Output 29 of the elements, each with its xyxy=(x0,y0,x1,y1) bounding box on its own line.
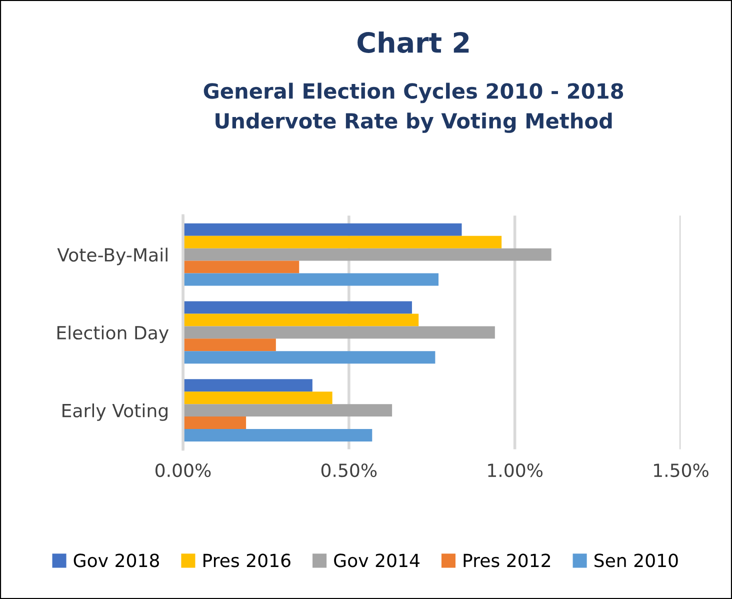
bar xyxy=(183,260,300,274)
x-tick-label: 0.00% xyxy=(156,463,211,478)
y-tick-label: Early Voting xyxy=(62,403,168,421)
x-tick-label: 0.50% xyxy=(321,463,377,478)
legend-label: Sen 2010 xyxy=(594,554,678,568)
bar xyxy=(183,338,276,352)
bar xyxy=(183,429,372,442)
legend-label: Pres 2016 xyxy=(204,554,290,568)
bar xyxy=(183,379,312,392)
bar xyxy=(183,223,462,236)
legend-label: Pres 2012 xyxy=(464,554,550,568)
bar xyxy=(183,314,419,326)
legend-label: Gov 2018 xyxy=(74,554,159,568)
y-tick-label: Vote-By-Mail xyxy=(57,248,168,266)
bar xyxy=(183,404,392,417)
bar xyxy=(183,326,495,339)
legend-label: Gov 2014 xyxy=(334,554,420,568)
bar xyxy=(183,416,246,430)
chart-title: Chart 2 xyxy=(358,31,469,53)
bar xyxy=(183,273,439,286)
chart-subtitle: General Election Cycles 2010 - 2018 Undervote Rate by Voting Method xyxy=(204,82,624,133)
bar xyxy=(183,236,502,248)
bar xyxy=(183,392,332,404)
x-tick-label: 1.00% xyxy=(488,463,543,478)
bar xyxy=(183,351,436,364)
bar xyxy=(183,301,412,314)
bar xyxy=(183,248,552,261)
y-tick-label: Election Day xyxy=(57,326,169,344)
x-tick-label: 1.50% xyxy=(654,463,708,478)
